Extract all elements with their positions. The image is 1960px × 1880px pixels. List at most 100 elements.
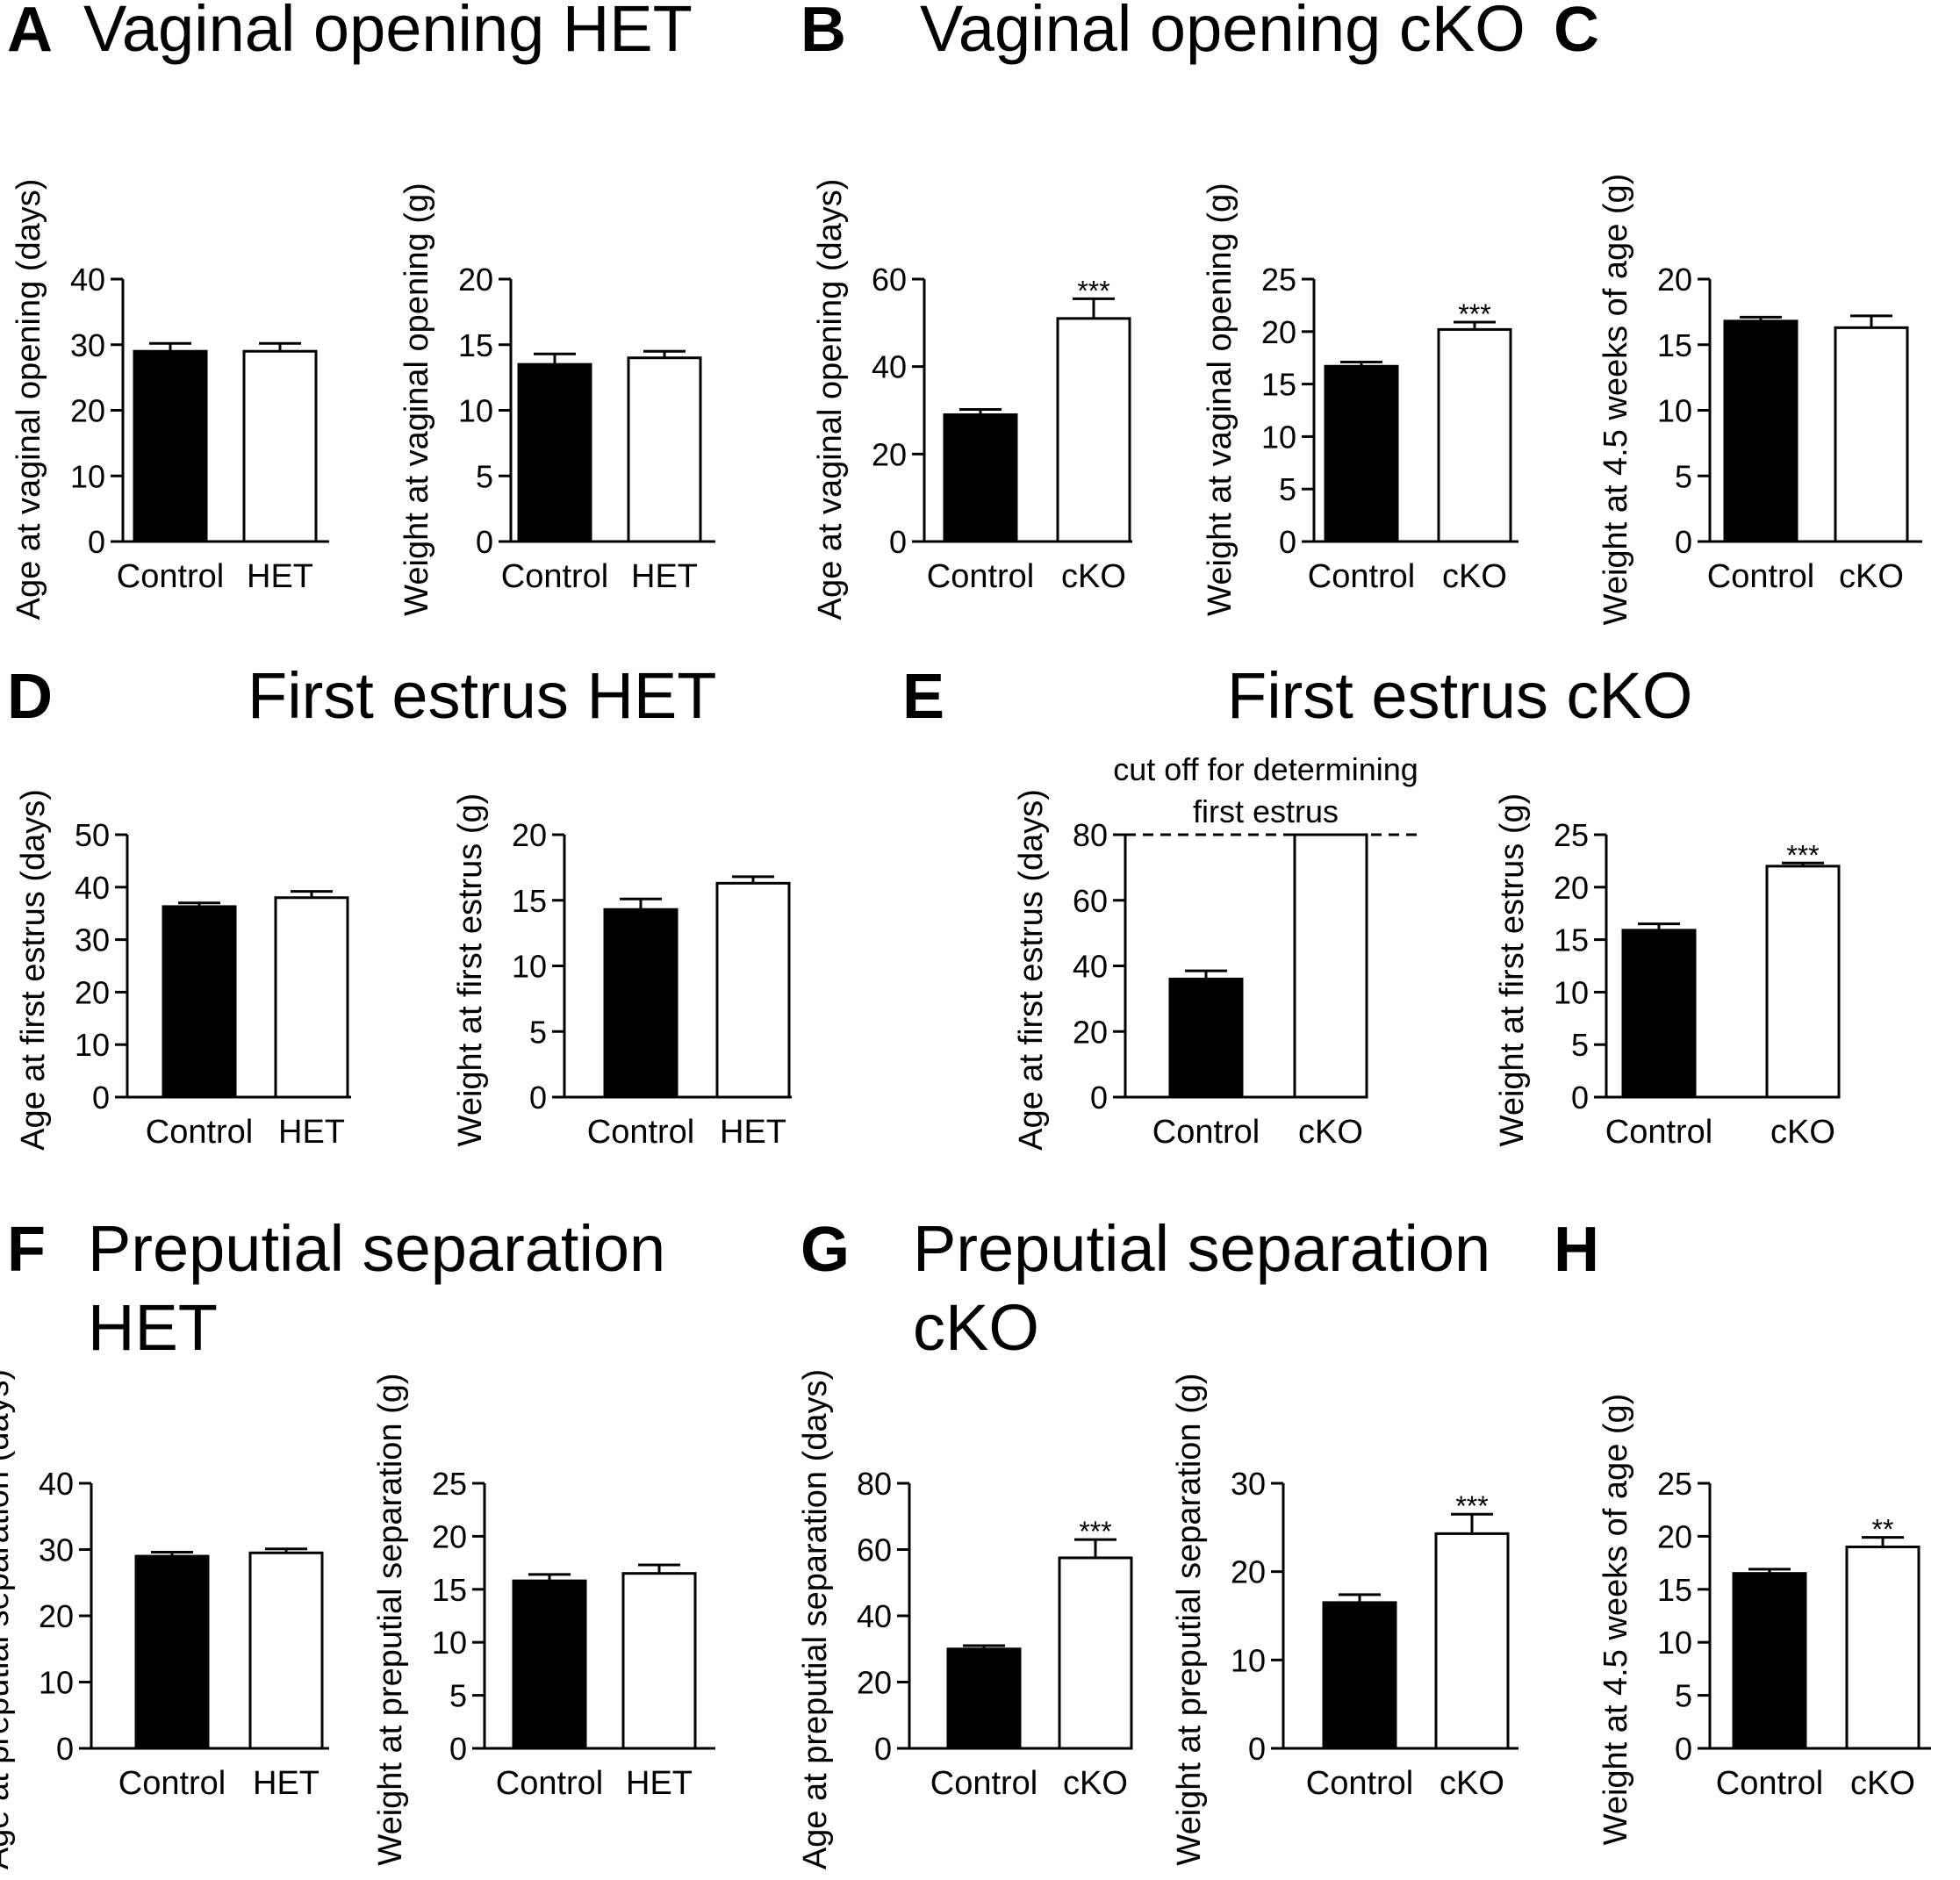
bar-control xyxy=(162,905,237,1099)
significance-label: *** xyxy=(1458,298,1490,330)
panel-letter-b: B xyxy=(801,0,846,65)
y-tick-label: 15 xyxy=(458,327,493,363)
chart-e-7: 0 20 40 60 80 Age at first estrus (days) Contr… xyxy=(1013,751,1424,1151)
chart-e-8: 0 5 10 15 20 25 Weight at first estrus (g) Cont… xyxy=(1494,793,1841,1151)
category-label: cKO xyxy=(1839,558,1904,595)
y-tick-label: 25 xyxy=(432,1466,467,1502)
y-tick-label: 40 xyxy=(857,1598,892,1634)
y-tick-label: 0 xyxy=(874,1731,892,1767)
y-tick-label: 15 xyxy=(1657,327,1692,363)
y-tick-label: 0 xyxy=(56,1731,74,1767)
y-tick-label: 0 xyxy=(1675,524,1692,560)
chart-d-6: 0 5 10 15 20 Weight at first estrus (g) Contro… xyxy=(452,793,792,1151)
bar-het xyxy=(627,356,702,543)
y-tick-label: 0 xyxy=(889,524,907,560)
y-axis-title: Age at vaginal opening (days) xyxy=(812,179,849,621)
y-tick-label: 30 xyxy=(75,922,110,958)
y-tick-label: 20 xyxy=(75,974,110,1010)
chart-f-9: 0 10 20 30 40 Age at preputial separation (da… xyxy=(0,1369,329,1869)
y-tick-label: 80 xyxy=(1073,817,1108,853)
y-tick-label: 0 xyxy=(529,1080,547,1116)
category-label: HET xyxy=(626,1765,693,1802)
category-label: cKO xyxy=(1439,1765,1504,1802)
y-tick-label: 5 xyxy=(449,1678,467,1714)
panel-title-e: First estrus cKO xyxy=(1227,659,1692,732)
y-tick-label: 5 xyxy=(1279,471,1296,507)
panel-letter-f: F xyxy=(7,1215,46,1285)
category-label: cKO xyxy=(1298,1114,1363,1151)
bar-control xyxy=(943,413,1018,543)
bar-control xyxy=(133,349,208,543)
category-label: HET xyxy=(253,1765,319,1802)
y-tick-label: 5 xyxy=(1675,1678,1692,1714)
y-axis-title: Age at preputial separation (days) xyxy=(0,1369,16,1869)
y-tick-label: 20 xyxy=(39,1598,74,1634)
category-label: Control xyxy=(927,558,1035,595)
bar-control xyxy=(1732,1572,1807,1750)
category-label: Control xyxy=(496,1765,604,1802)
chart-h-13: 0 5 10 15 20 25 Weight at 4.5 weeks of age (g)… xyxy=(1597,1394,1931,1845)
panel-letter-g: G xyxy=(801,1215,850,1285)
significance-label: *** xyxy=(1455,1490,1488,1522)
y-axis-title: Weight at preputial separation (g) xyxy=(1171,1373,1208,1865)
y-tick-label: 40 xyxy=(75,870,110,906)
bar-cko xyxy=(1834,326,1909,543)
bar-control xyxy=(517,362,592,543)
y-tick-label: 0 xyxy=(1090,1080,1108,1116)
category-label: cKO xyxy=(1442,558,1507,595)
y-axis-title: Age at preputial separation (days) xyxy=(797,1369,834,1869)
y-tick-label: 20 xyxy=(458,262,493,298)
y-tick-label: 0 xyxy=(1279,524,1296,560)
y-tick-label: 40 xyxy=(1073,949,1108,985)
category-label: Control xyxy=(1716,1765,1824,1802)
y-tick-label: 40 xyxy=(39,1466,74,1502)
category-label: Control xyxy=(1605,1114,1713,1151)
bar-cko xyxy=(1765,865,1841,1099)
y-tick-label: 10 xyxy=(1657,393,1692,429)
panel-title-a: Vaginal opening HET xyxy=(83,0,693,65)
y-tick-label: 15 xyxy=(512,883,547,919)
y-tick-label: 5 xyxy=(476,458,493,494)
category-label: Control xyxy=(118,1765,226,1802)
y-tick-label: 15 xyxy=(1554,922,1589,958)
bar-control xyxy=(946,1647,1022,1750)
category-label: Control xyxy=(1308,558,1416,595)
chart-b-3: 0 5 10 15 20 25 Weight at vaginal opening (g) C… xyxy=(1202,183,1518,616)
y-tick-label: 40 xyxy=(70,262,105,298)
y-tick-label: 10 xyxy=(39,1665,74,1701)
y-tick-label: 10 xyxy=(75,1027,110,1063)
y-tick-label: 10 xyxy=(458,393,493,429)
y-tick-label: 5 xyxy=(1571,1027,1589,1063)
significance-label: ** xyxy=(1872,1514,1894,1546)
bar-cko xyxy=(1058,1556,1133,1750)
panel-letter-h: H xyxy=(1554,1215,1599,1285)
y-tick-label: 60 xyxy=(872,262,907,298)
y-tick-label: 30 xyxy=(70,327,105,363)
panel-title-b: Vaginal opening cKO xyxy=(920,0,1526,65)
y-tick-label: 5 xyxy=(1675,458,1692,494)
y-axis-title: Weight at preputial separation (g) xyxy=(372,1373,409,1865)
y-axis-title: Weight at first estrus (g) xyxy=(1494,793,1531,1147)
category-label: Control xyxy=(587,1114,695,1151)
chart-c-4: 0 5 10 15 20 Weight at 4.5 weeks of age (g) Co… xyxy=(1597,174,1922,626)
y-tick-label: 20 xyxy=(70,393,105,429)
y-tick-label: 15 xyxy=(432,1572,467,1608)
y-axis-title: Weight at 4.5 weeks of age (g) xyxy=(1597,174,1634,626)
panel-letter-e: E xyxy=(902,662,944,732)
panel-title-d: First estrus HET xyxy=(248,659,716,732)
y-tick-label: 10 xyxy=(1261,419,1296,455)
y-axis-title: Weight at vaginal opening (g) xyxy=(1202,183,1238,616)
bar-het xyxy=(715,881,791,1099)
y-axis-title: Weight at first estrus (g) xyxy=(452,793,489,1147)
y-tick-label: 0 xyxy=(88,524,105,560)
bar-cko xyxy=(1437,327,1512,543)
cutoff-label: cut off for determining xyxy=(1113,751,1418,787)
y-tick-label: 5 xyxy=(529,1014,547,1050)
category-label: Control xyxy=(501,558,609,595)
chart-g-12: 0 10 20 30 Weight at preputial separation (g… xyxy=(1171,1373,1518,1866)
category-label: cKO xyxy=(1061,558,1126,595)
y-tick-label: 60 xyxy=(1073,883,1108,919)
panel-letter-c: C xyxy=(1554,0,1599,65)
significance-label: *** xyxy=(1077,275,1109,306)
